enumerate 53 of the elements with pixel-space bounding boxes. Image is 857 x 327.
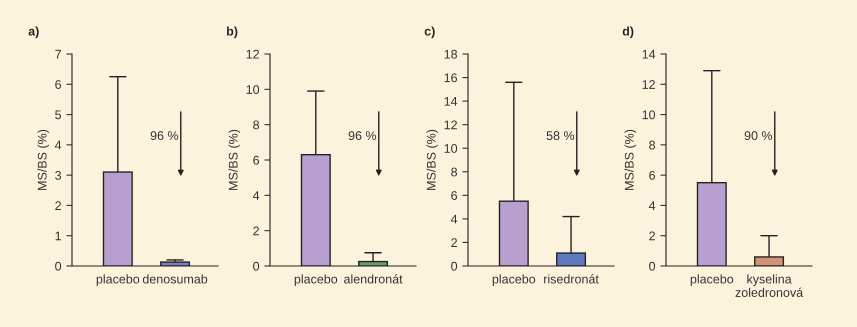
y-tick-label: 6: [451, 191, 458, 200]
y-tick-label: 4: [648, 201, 656, 210]
y-tick-label: 12: [444, 120, 457, 130]
y-tick-label: 2: [451, 238, 457, 247]
y-tick-label: 2: [55, 201, 61, 210]
chart-title: c): [424, 26, 435, 38]
annotation: 96 %: [348, 131, 376, 140]
y-tick-label: 4: [54, 140, 62, 150]
y-tick-label: 0: [253, 262, 260, 271]
x-tick-label: placebo: [294, 274, 338, 286]
chart-title: a): [28, 26, 39, 38]
y-tick-label: 1: [56, 232, 61, 240]
y-axis-title: MS/BS (%): [624, 130, 636, 190]
y-tick-label: 8: [451, 168, 458, 176]
y-tick-label: 18: [444, 50, 458, 59]
y-tick-label: 0: [649, 262, 656, 271]
x-tick-label: denosumab: [142, 274, 208, 284]
y-tick-label: 2: [253, 226, 259, 236]
y-tick-label: 12: [642, 80, 655, 89]
annotation: 90 %: [744, 131, 772, 140]
y-axis-title: MS/BS (%): [37, 130, 50, 190]
x-tick-label: placebo: [690, 274, 734, 286]
y-tick-label: 4: [450, 214, 458, 224]
y-tick-label: 6: [55, 80, 62, 89]
annotation: 58 %: [546, 131, 574, 140]
x-tick-label: placebo: [96, 274, 140, 286]
y-tick-label: 4: [252, 191, 260, 200]
y-tick-label: 6: [649, 170, 656, 180]
y-tick-label: 8: [649, 140, 656, 150]
y-tick-label: 0: [451, 262, 458, 271]
y-tick-label: 0: [55, 262, 62, 271]
x-tick-label: risedronát: [544, 274, 599, 284]
chart-title: b): [227, 26, 238, 38]
y-tick-label: 2: [649, 232, 655, 240]
y-tick-label: 5: [55, 110, 62, 120]
y-tick-label: 3: [55, 170, 62, 180]
y-tick-label: 14: [444, 97, 458, 106]
annotation: 96 %: [150, 131, 178, 140]
x-tick-label: placebo: [492, 274, 536, 286]
y-tick-label: 10: [642, 110, 656, 120]
y-axis-title: MS/BS (%): [426, 130, 438, 190]
y-tick-label: 6: [253, 156, 260, 165]
y-tick-label: 10: [444, 144, 458, 153]
y-tick-label: 7: [55, 50, 61, 59]
y-tick-label: 8: [253, 120, 260, 130]
x-tick-label: kyselina zoledronová: [736, 274, 804, 297]
y-tick-label: 14: [642, 50, 656, 59]
y-tick-label: 12: [246, 50, 259, 59]
y-tick-label: 16: [444, 73, 458, 82]
y-tick-label: 10: [246, 85, 260, 94]
chart-title: d): [622, 26, 634, 38]
x-tick-label: alendronát: [344, 274, 403, 284]
y-axis-title: MS/BS (%): [228, 130, 240, 190]
